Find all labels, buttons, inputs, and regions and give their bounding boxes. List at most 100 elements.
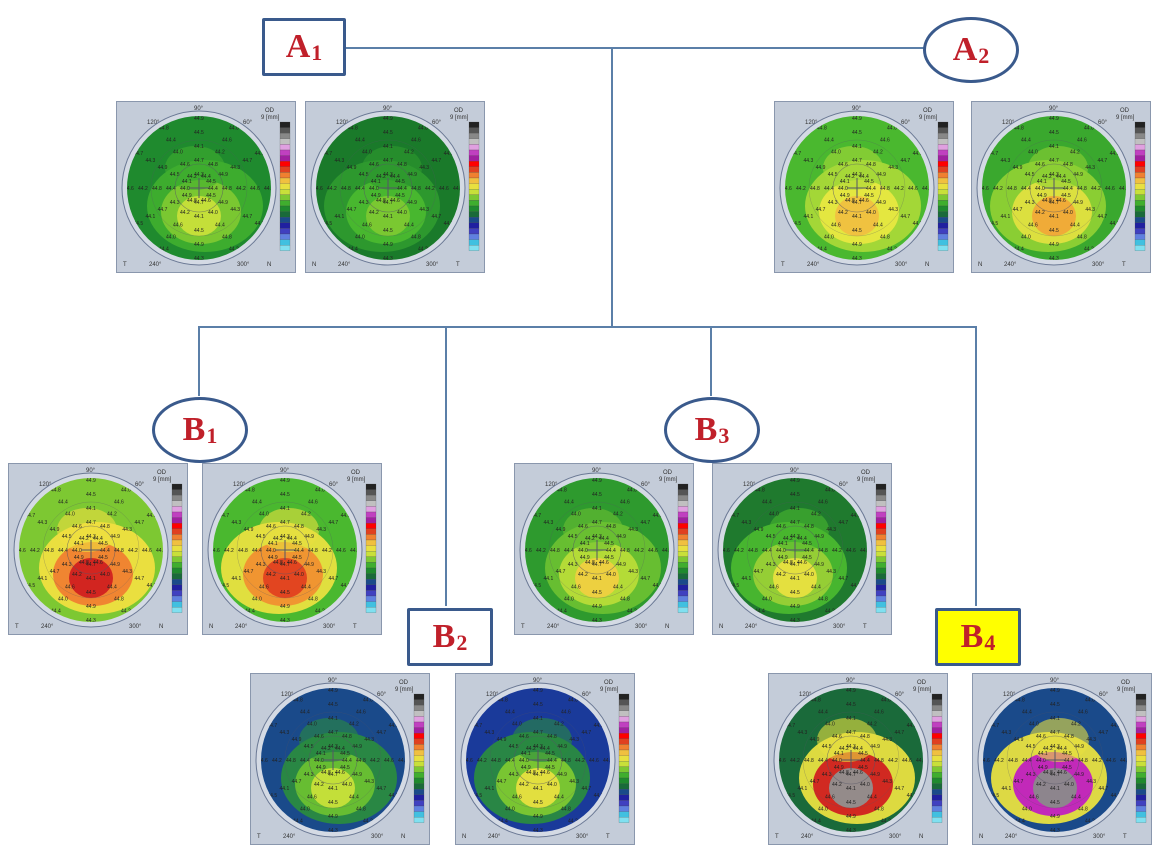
map-value-label: 44.1 xyxy=(533,786,543,792)
color-scale-swatch xyxy=(413,716,425,723)
map-value-label: 44.9 xyxy=(292,737,302,743)
color-scale-swatch xyxy=(677,545,689,552)
map-value-label: 44.6 xyxy=(1056,198,1066,204)
color-scale-swatch xyxy=(171,595,183,602)
color-scale-swatch xyxy=(931,761,943,767)
side-right-label: N xyxy=(665,624,669,630)
color-scale-swatch xyxy=(1135,761,1147,767)
map-value-label: 44.7 xyxy=(581,730,591,736)
map-value-label: 44.4 xyxy=(404,222,414,228)
topography-map-a1-right: 44.4 44.8 44.2 44.6 44.0 44.5 44.9 44.3 44.7 44.1… xyxy=(305,101,485,273)
map-value-label: 44.5 xyxy=(791,221,801,227)
topography-svg: 44.4 44.8 44.2 44.6 44.044.544.944.344.744.1… xyxy=(13,468,183,630)
color-scale-swatch xyxy=(937,166,949,173)
topography-svg: 44.4 44.8 44.2 44.6 44.044.544.944.344.744.1… xyxy=(976,106,1146,268)
degree-120-label: 120° xyxy=(799,692,812,698)
map-value-label: 44.7 xyxy=(322,151,332,157)
map-value-label: 44.2 xyxy=(215,150,225,156)
map-value-label: 44.1 xyxy=(268,541,278,547)
map-value-label: 44.0 xyxy=(173,150,183,156)
map-value-label: 44.5 xyxy=(1061,179,1071,185)
color-scale-swatch xyxy=(1135,733,1147,739)
map-value-label: 44.9 xyxy=(556,527,566,533)
map-value-label: 44.8 xyxy=(308,548,318,554)
degree-300-label: 300° xyxy=(129,624,142,630)
color-scale-swatch xyxy=(1135,710,1147,717)
degree-300-label: 300° xyxy=(237,262,250,268)
map-value-label: 44.7 xyxy=(1050,730,1060,736)
color-scale-swatch xyxy=(413,744,425,751)
map-value-label: 44.0 xyxy=(860,548,870,554)
color-scale-swatch xyxy=(937,121,949,128)
degree-60-label: 60° xyxy=(641,482,651,488)
map-value-label: 44.9 xyxy=(1049,116,1059,122)
map-value-label: 44.4 xyxy=(853,746,863,752)
side-left-label: T xyxy=(15,624,19,630)
map-value-label: 44.3 xyxy=(1050,744,1060,750)
map-value-label: 44.1 xyxy=(1110,151,1120,157)
map-value-label: 44.6 xyxy=(1105,186,1115,192)
map-value-label: 44.8 xyxy=(308,596,318,602)
topography-map-b1-right: 44.4 44.8 44.2 44.6 44.0 44.5 44.9 44.3 44.7 44.1… xyxy=(202,463,382,635)
map-value-label: 44.1 xyxy=(592,506,602,512)
map-value-label: 44.2 xyxy=(536,548,546,554)
map-value-label: 44.7 xyxy=(242,158,252,164)
map-value-label: 44.9 xyxy=(304,562,314,568)
map-value-label: 44.2 xyxy=(887,247,897,253)
map-value-label: 44.5 xyxy=(864,179,874,185)
map-value-label: 44.9 xyxy=(1073,172,1083,178)
color-scale-swatch xyxy=(937,183,949,190)
map-value-label: 44.9 xyxy=(352,744,362,750)
map-value-label: 44.5 xyxy=(568,534,578,540)
map-value-label: 44.3 xyxy=(509,772,519,778)
map-value-label: 44.3 xyxy=(280,618,290,624)
color-scale-swatch xyxy=(413,794,425,801)
color-scale-swatch xyxy=(1135,800,1147,807)
topography-map-a1-left: 44.4 44.8 44.2 44.6 44.0 44.5 44.9 44.3 44.7 44.1… xyxy=(116,101,296,273)
map-value-label: 44.2 xyxy=(783,536,793,542)
color-scale-swatch xyxy=(468,149,480,156)
color-scale-swatch xyxy=(931,755,943,762)
map-value-label: 44.0 xyxy=(418,125,428,131)
map-value-label: 44.7 xyxy=(640,520,650,526)
color-scale-swatch xyxy=(677,584,689,591)
map-value-label: 44.2 xyxy=(1091,186,1101,192)
map-value-label: 44.4 xyxy=(1057,746,1067,752)
color-scale-swatch xyxy=(1135,693,1147,700)
map-value-label: 44.3 xyxy=(122,569,132,575)
map-value-label: 44.2 xyxy=(314,782,324,788)
map-value-label: 44.3 xyxy=(1050,828,1060,834)
map-value-label: 44.5 xyxy=(256,534,266,540)
map-value-label: 44.0 xyxy=(825,722,835,728)
map-value-label: 44.7 xyxy=(328,730,338,736)
map-value-label: 44.5 xyxy=(359,172,369,178)
map-value-label: 44.7 xyxy=(133,151,143,157)
topography-svg: 44.4 44.8 44.2 44.6 44.044.544.944.344.744.1… xyxy=(519,468,689,630)
map-value-label: 44.4 xyxy=(1056,174,1066,180)
color-scale-swatch xyxy=(1135,772,1147,779)
map-value-label: 44.3 xyxy=(828,200,838,206)
map-value-label: 44.8 xyxy=(208,162,218,168)
side-right-label: T xyxy=(1122,262,1126,268)
map-value-label: 44.4 xyxy=(293,819,303,825)
color-scale-swatch xyxy=(677,601,689,608)
map-value-label: 44.3 xyxy=(194,172,204,178)
map-value-label: 44.0 xyxy=(259,512,269,518)
map-value-label: 44.3 xyxy=(194,256,204,262)
map-value-label: 44.8 xyxy=(606,524,616,530)
map-value-label: 44.9 xyxy=(1038,765,1048,771)
color-scale-swatch xyxy=(937,233,949,240)
map-value-label: 44.7 xyxy=(729,513,739,519)
map-value-label: 44.7 xyxy=(1049,200,1059,206)
map-value-label: 44.7 xyxy=(25,513,35,519)
map-value-label: 44.6 xyxy=(874,710,884,716)
map-value-label: 44.4 xyxy=(1021,138,1031,144)
map-value-label: 44.1 xyxy=(834,751,844,757)
eye-label: OD xyxy=(604,680,614,686)
map-value-label: 44.7 xyxy=(533,730,543,736)
map-value-label: 44.6 xyxy=(540,770,550,776)
map-value-label: 44.2 xyxy=(1042,174,1052,180)
map-value-label: 44.6 xyxy=(720,548,730,554)
degree-60-label: 60° xyxy=(582,692,592,698)
map-value-label: 44.1 xyxy=(1050,786,1060,792)
